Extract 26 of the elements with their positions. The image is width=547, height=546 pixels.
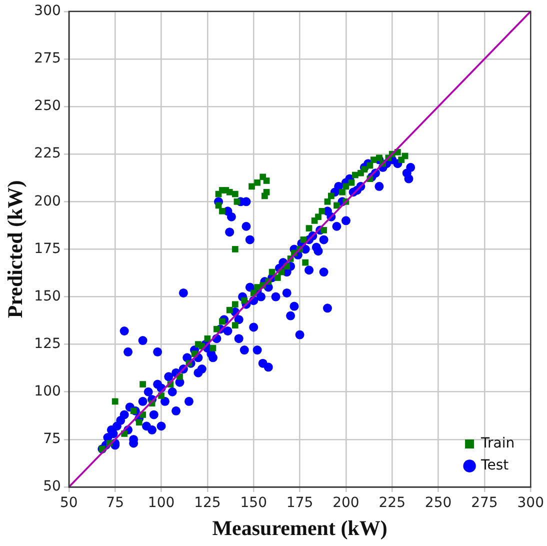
legend-label: Train	[480, 436, 515, 452]
y-axis-title: Predicted (kW)	[3, 180, 28, 318]
y-tick-label: 300	[34, 3, 61, 20]
y-tick-label: 50	[43, 478, 61, 495]
x-tick-label: 50	[60, 495, 78, 512]
x-axis-title: Measurement (kW)	[212, 516, 388, 540]
y-tick-label: 125	[34, 336, 61, 352]
y-tick-label: 150	[34, 288, 61, 304]
x-tick-label: 300	[517, 495, 544, 512]
y-tick-label: 75	[43, 431, 61, 448]
x-tick-label: 150	[240, 495, 267, 512]
x-tick-label: 175	[286, 495, 314, 512]
y-tick-label: 275	[34, 50, 61, 67]
x-tick-label: 200	[332, 495, 360, 512]
x-tick-label: 225	[378, 495, 406, 512]
x-tick-label: 250	[424, 495, 452, 512]
x-tick-label: 100	[148, 495, 175, 512]
y-tick-label: 225	[34, 146, 61, 162]
x-tick-label: 275	[471, 495, 498, 512]
y-tick-label: 175	[34, 240, 61, 257]
x-tick-label: 125	[194, 495, 221, 512]
y-tick-label: 200	[34, 193, 61, 210]
y-tick-label: 100	[34, 384, 61, 400]
legend-label: Test	[480, 458, 510, 474]
x-tick-label: 75	[106, 495, 124, 512]
y-tick-label: 250	[34, 98, 61, 114]
